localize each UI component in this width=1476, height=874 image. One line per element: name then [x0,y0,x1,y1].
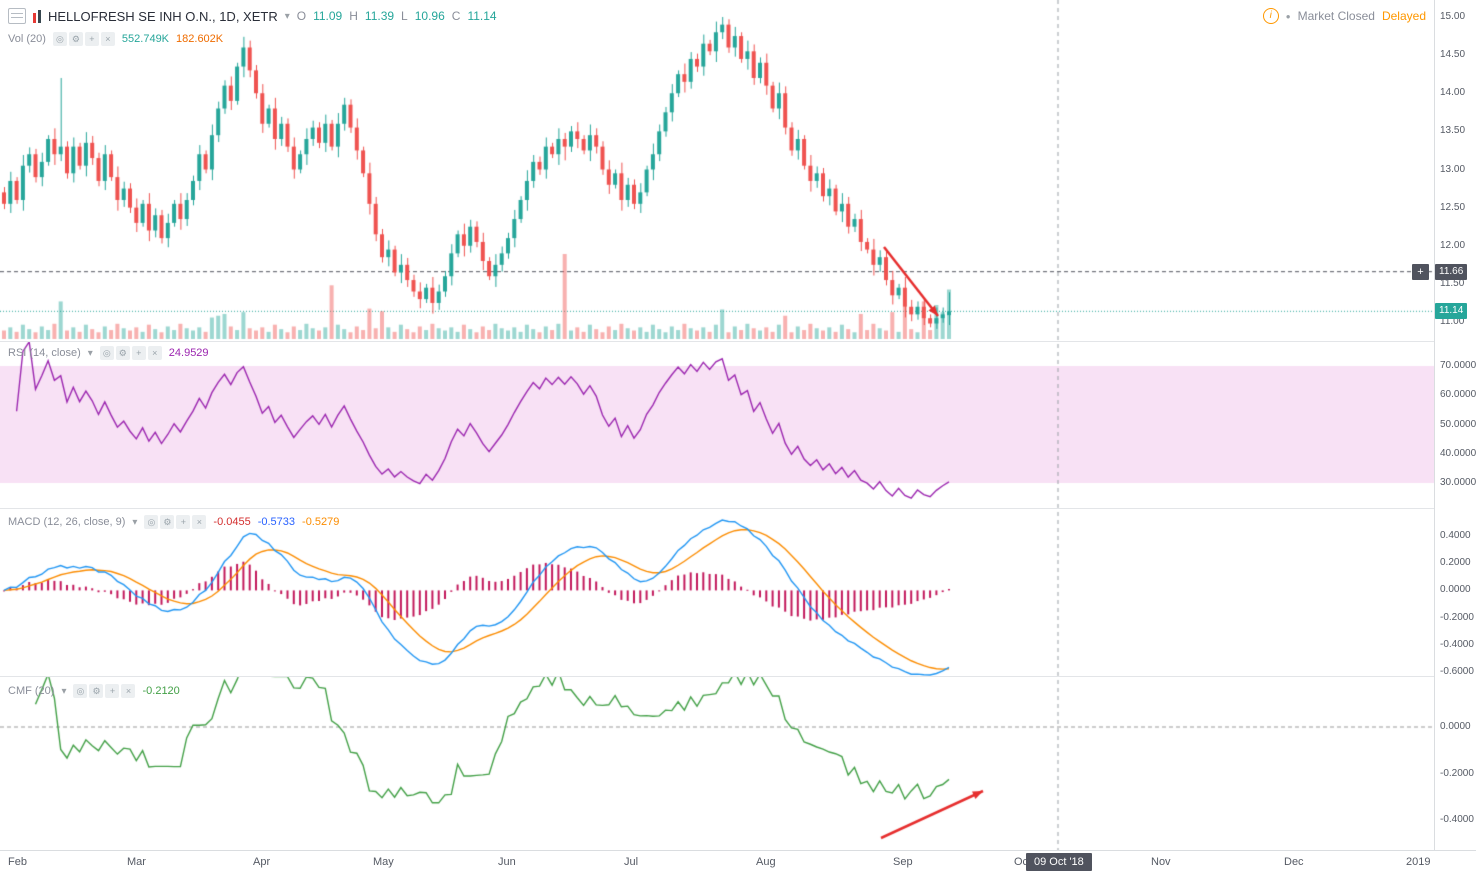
volume-value: 552.749K [121,33,170,45]
axis-tick: 11.50 [1440,277,1465,289]
chevron-down-icon[interactable]: ▾ [61,685,67,697]
cmf-label[interactable]: CMF (20) [8,685,55,697]
axis-tick: 0.4000 [1440,530,1471,541]
macd-hist-value: -0.0455 [213,516,251,528]
eye-icon[interactable]: ◎ [144,515,159,529]
axis-tick: 14.00 [1440,87,1466,99]
eye-icon[interactable]: ◎ [99,346,114,360]
pane-separator[interactable] [0,341,1476,342]
chevron-down-icon[interactable]: ▾ [132,516,138,528]
time-tick: Feb [8,856,27,868]
volume-label[interactable]: Vol (20) [8,33,46,45]
price-axis[interactable]: 15.00 14.50 14.00 13.50 13.00 12.50 12.00 11.50… [1434,0,1476,850]
axis-tick: 40.0000 [1440,447,1476,459]
gear-icon[interactable]: ⚙ [89,684,104,698]
plus-icon[interactable]: + [131,346,146,360]
axis-tick: -0.2000 [1440,767,1474,779]
info-icon[interactable]: i [1262,8,1279,24]
axis-tick: 13.00 [1440,163,1466,175]
cmf-legend: CMF (20) ▾ ◎ ⚙ + × -0.2120 [8,684,180,698]
axis-tick: 50.0000 [1440,418,1476,430]
time-tick: Jul [624,856,639,868]
chart-type-icon[interactable] [33,9,41,23]
close-icon[interactable]: × [192,515,207,529]
pane-separator[interactable] [0,508,1476,509]
axis-tick: -0.6000 [1440,666,1474,677]
axis-tick: 30.0000 [1440,477,1476,488]
symbol-title[interactable]: HELLOFRESH SE INH O.N., 1D, XETR [48,8,278,24]
macd-signal-value: -0.5279 [302,516,340,528]
chevron-down-icon[interactable]: ▾ [87,347,93,359]
axis-tick: 70.0000 [1440,360,1476,371]
time-tick: Dec [1284,856,1304,868]
axis-tick: -0.4000 [1440,814,1474,825]
time-tick: Jun [498,856,516,868]
time-axis[interactable]: 09 Oct '18 Feb Mar Apr May Jun Jul Aug Sep Oct No… [0,850,1476,874]
axis-tick: 14.50 [1440,49,1466,61]
plus-icon[interactable]: + [84,32,99,46]
axis-tick: 60.0000 [1440,389,1476,401]
rsi-value: 24.9529 [168,347,209,359]
axis-tick: -0.2000 [1440,611,1474,623]
close-value: 11.14 [467,9,497,23]
axis-tick: -0.4000 [1440,638,1474,650]
last-price-badge: 11.14 [1435,303,1468,320]
rsi-legend: RSI (14, close) ▾ ◎ ⚙ + × 24.9529 [8,346,209,360]
gear-icon[interactable]: ⚙ [115,346,130,360]
eye-icon[interactable]: ◎ [73,684,88,698]
high-value: 11.39 [364,9,395,23]
plus-icon[interactable]: + [105,684,120,698]
price-line-badge: 11.66 [1435,263,1468,280]
axis-tick: 15.00 [1440,11,1466,22]
menu-icon[interactable] [8,8,26,24]
status-dot-icon: ● [1285,11,1291,21]
open-label: O [296,9,307,23]
time-tick: Mar [127,856,146,868]
high-label: H [349,9,358,23]
gear-icon[interactable]: ⚙ [160,515,175,529]
time-tick: May [373,856,394,868]
time-tick: Aug [756,856,776,868]
macd-line-value: -0.5733 [257,516,296,528]
axis-tick: 0.0000 [1440,721,1471,732]
macd-legend: MACD (12, 26, close, 9) ▾ ◎ ⚙ + × -0.045… [8,515,339,529]
close-icon[interactable]: × [100,32,115,46]
time-tick: 2019 [1406,856,1431,868]
axis-tick: 12.50 [1440,201,1466,213]
volume-legend: Vol (20) ◎ ⚙ + × 552.749K 182.602K [8,32,223,46]
chart-canvas[interactable] [0,0,1434,850]
axis-tick: 0.2000 [1440,557,1471,569]
time-tick: Apr [253,856,271,868]
pane-separator[interactable] [0,676,1476,677]
macd-label[interactable]: MACD (12, 26, close, 9) [8,516,126,528]
chevron-down-icon[interactable]: ▾ [284,10,290,22]
close-icon[interactable]: × [147,346,162,360]
low-label: L [401,9,408,23]
time-tick: Sep [893,856,913,868]
delayed-link[interactable]: Delayed [1381,9,1426,23]
rsi-label[interactable]: RSI (14, close) [8,347,81,359]
close-label: C [451,9,461,23]
market-status: Market Closed [1297,9,1375,23]
open-value: 11.09 [313,9,343,23]
cmf-value: -0.2120 [142,685,180,697]
plus-icon[interactable]: + [176,515,191,529]
close-icon[interactable]: × [121,684,136,698]
add-order-plus-button[interactable]: + [1412,263,1429,280]
eye-icon[interactable]: ◎ [52,32,67,46]
axis-tick: 12.00 [1440,239,1466,251]
volume-ma-value: 182.602K [176,33,224,45]
gear-icon[interactable]: ⚙ [68,32,83,46]
axis-tick: 0.0000 [1440,584,1471,596]
time-tick: Nov [1151,856,1171,868]
header-row: HELLOFRESH SE INH O.N., 1D, XETR ▾ O 11.… [8,8,1426,24]
low-value: 10.96 [414,9,445,23]
axis-tick: 13.50 [1440,125,1466,137]
crosshair-date-badge: 09 Oct '18 [1026,853,1092,871]
axis-tick: 11.00 [1440,316,1465,327]
